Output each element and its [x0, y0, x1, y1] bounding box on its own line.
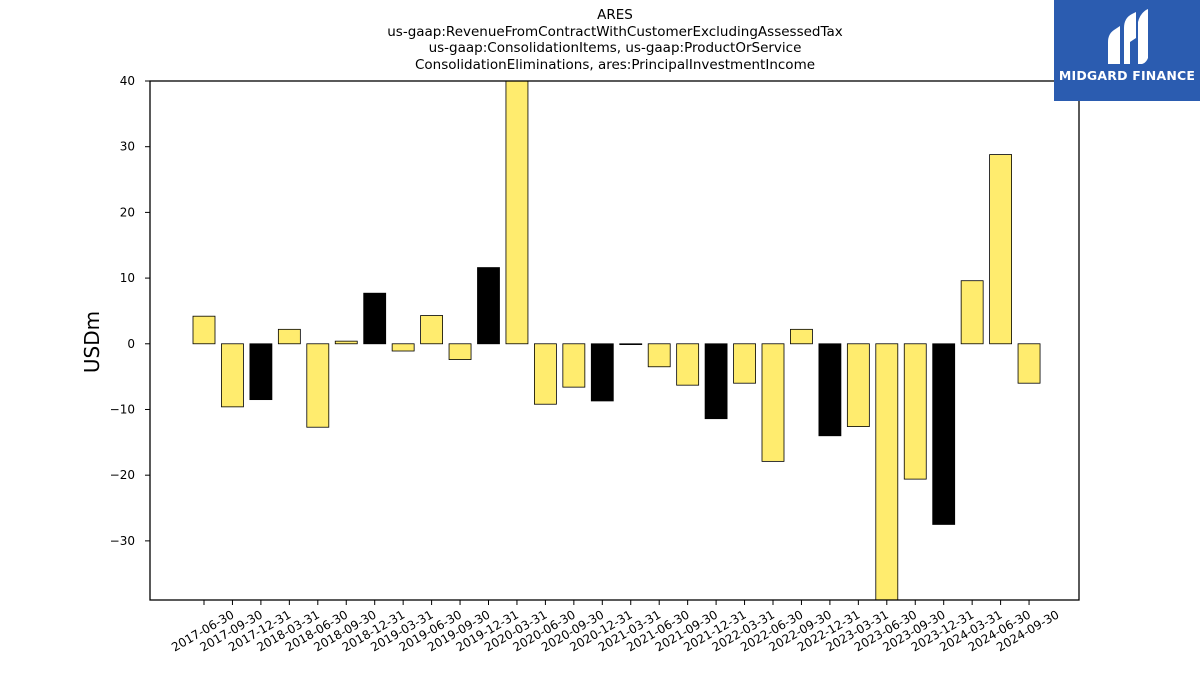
bar-2023-12-31 — [932, 343, 956, 525]
chart-title: ARES us-gaap:RevenueFromContractWithCust… — [150, 7, 1080, 73]
bar-2020-12-31 — [590, 343, 614, 402]
title-line-3: us-gaap:ConsolidationItems, us-gaap:Prod… — [428, 40, 802, 56]
y-tick-label: −10 — [110, 402, 135, 416]
bar-2017-12-31 — [249, 343, 273, 401]
y-tick-label: 0 — [127, 337, 135, 351]
bar-2021-12-31 — [704, 343, 728, 420]
y-axis-label: USDm — [80, 311, 104, 373]
midgard-logo-mark-icon — [1108, 9, 1148, 64]
bar-2024-06-30 — [989, 154, 1012, 345]
y-tick-label: −20 — [110, 468, 135, 482]
bar-2021-03-31 — [619, 343, 643, 345]
bar-2023-09-30 — [903, 343, 927, 480]
bar-2018-09-30 — [334, 340, 358, 345]
plot-frame — [149, 80, 1080, 601]
bar-2019-12-31 — [477, 267, 500, 345]
bar-2019-09-30 — [448, 343, 472, 360]
title-line-1: ARES — [597, 7, 633, 23]
x-axis: 2017-06-302017-09-302017-12-312018-03-31… — [169, 600, 1062, 654]
y-tick-label: 40 — [120, 74, 135, 88]
brand-logo-text: MIDGARD FINANCE — [1058, 68, 1196, 83]
bar-2024-03-31 — [960, 280, 984, 345]
bar-2017-06-30 — [192, 315, 216, 345]
bar-2022-06-30 — [761, 343, 785, 462]
bar-2022-12-31 — [818, 343, 842, 437]
bar-2018-12-31 — [363, 292, 387, 345]
bar-2023-03-31 — [846, 343, 870, 427]
bar-2018-03-31 — [277, 328, 301, 345]
bar-2020-03-31 — [505, 80, 529, 345]
bar-2020-09-30 — [562, 343, 586, 388]
bar-2018-06-30 — [306, 343, 330, 428]
bar-2024-09-30 — [1017, 343, 1041, 384]
y-axis: 40 30 20 10 0 −10 −20 −30 — [110, 74, 150, 548]
title-line-2: us-gaap:RevenueFromContractWithCustomerE… — [387, 23, 843, 40]
y-tick-label: 30 — [120, 140, 135, 154]
bar-2017-09-30 — [221, 343, 244, 408]
bar-2019-03-31 — [391, 343, 415, 352]
bar-2020-06-30 — [534, 343, 557, 405]
y-tick-label: 10 — [120, 271, 135, 285]
bar-2019-06-30 — [420, 315, 444, 345]
bar-2022-09-30 — [790, 328, 813, 345]
bar-2021-09-30 — [676, 343, 700, 386]
y-tick-label: −30 — [110, 534, 135, 548]
bars-group — [192, 80, 1041, 601]
bar-2021-06-30 — [647, 343, 671, 368]
bar-2023-06-30 — [875, 343, 899, 601]
brand-logo: MIDGARD FINANCE — [1054, 0, 1200, 101]
bar-2022-03-31 — [733, 343, 756, 384]
y-tick-label: 20 — [120, 205, 135, 219]
title-line-4: ConsolidationEliminations, ares:Principa… — [414, 56, 816, 73]
